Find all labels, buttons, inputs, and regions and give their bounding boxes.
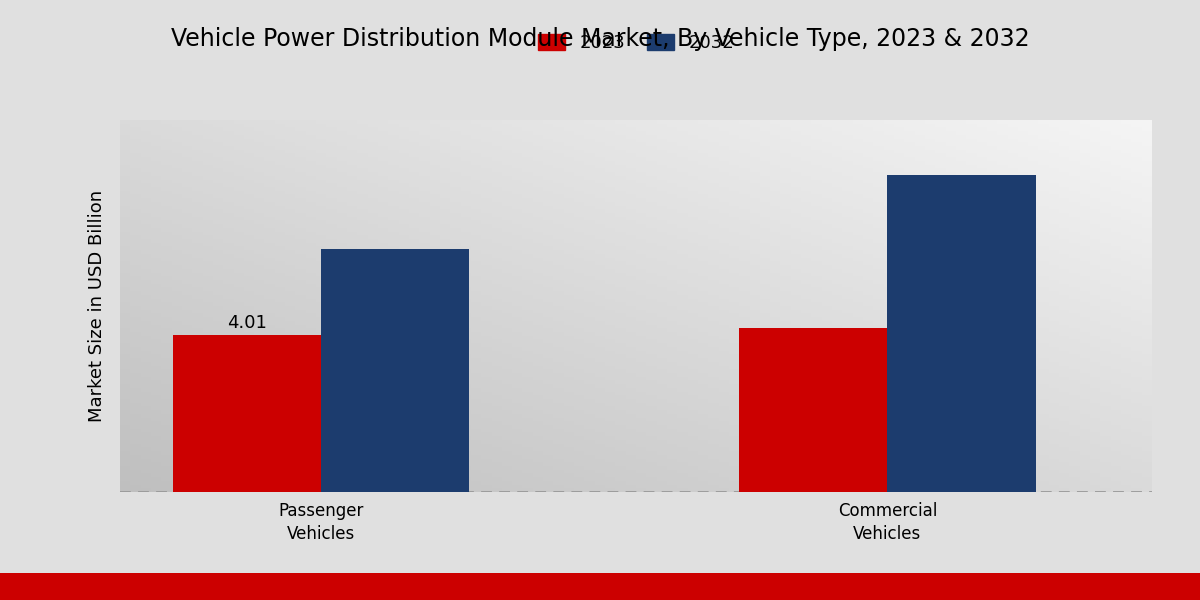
- Bar: [739, 328, 887, 492]
- Bar: [887, 175, 1036, 492]
- Bar: [173, 335, 322, 492]
- Text: Vehicle Power Distribution Module Market, By Vehicle Type, 2023 & 2032: Vehicle Power Distribution Module Market…: [170, 27, 1030, 51]
- Text: 4.01: 4.01: [227, 314, 266, 332]
- Legend: 2023, 2032: 2023, 2032: [529, 25, 743, 61]
- Y-axis label: Market Size in USD Billion: Market Size in USD Billion: [88, 190, 106, 422]
- Bar: [322, 249, 469, 492]
